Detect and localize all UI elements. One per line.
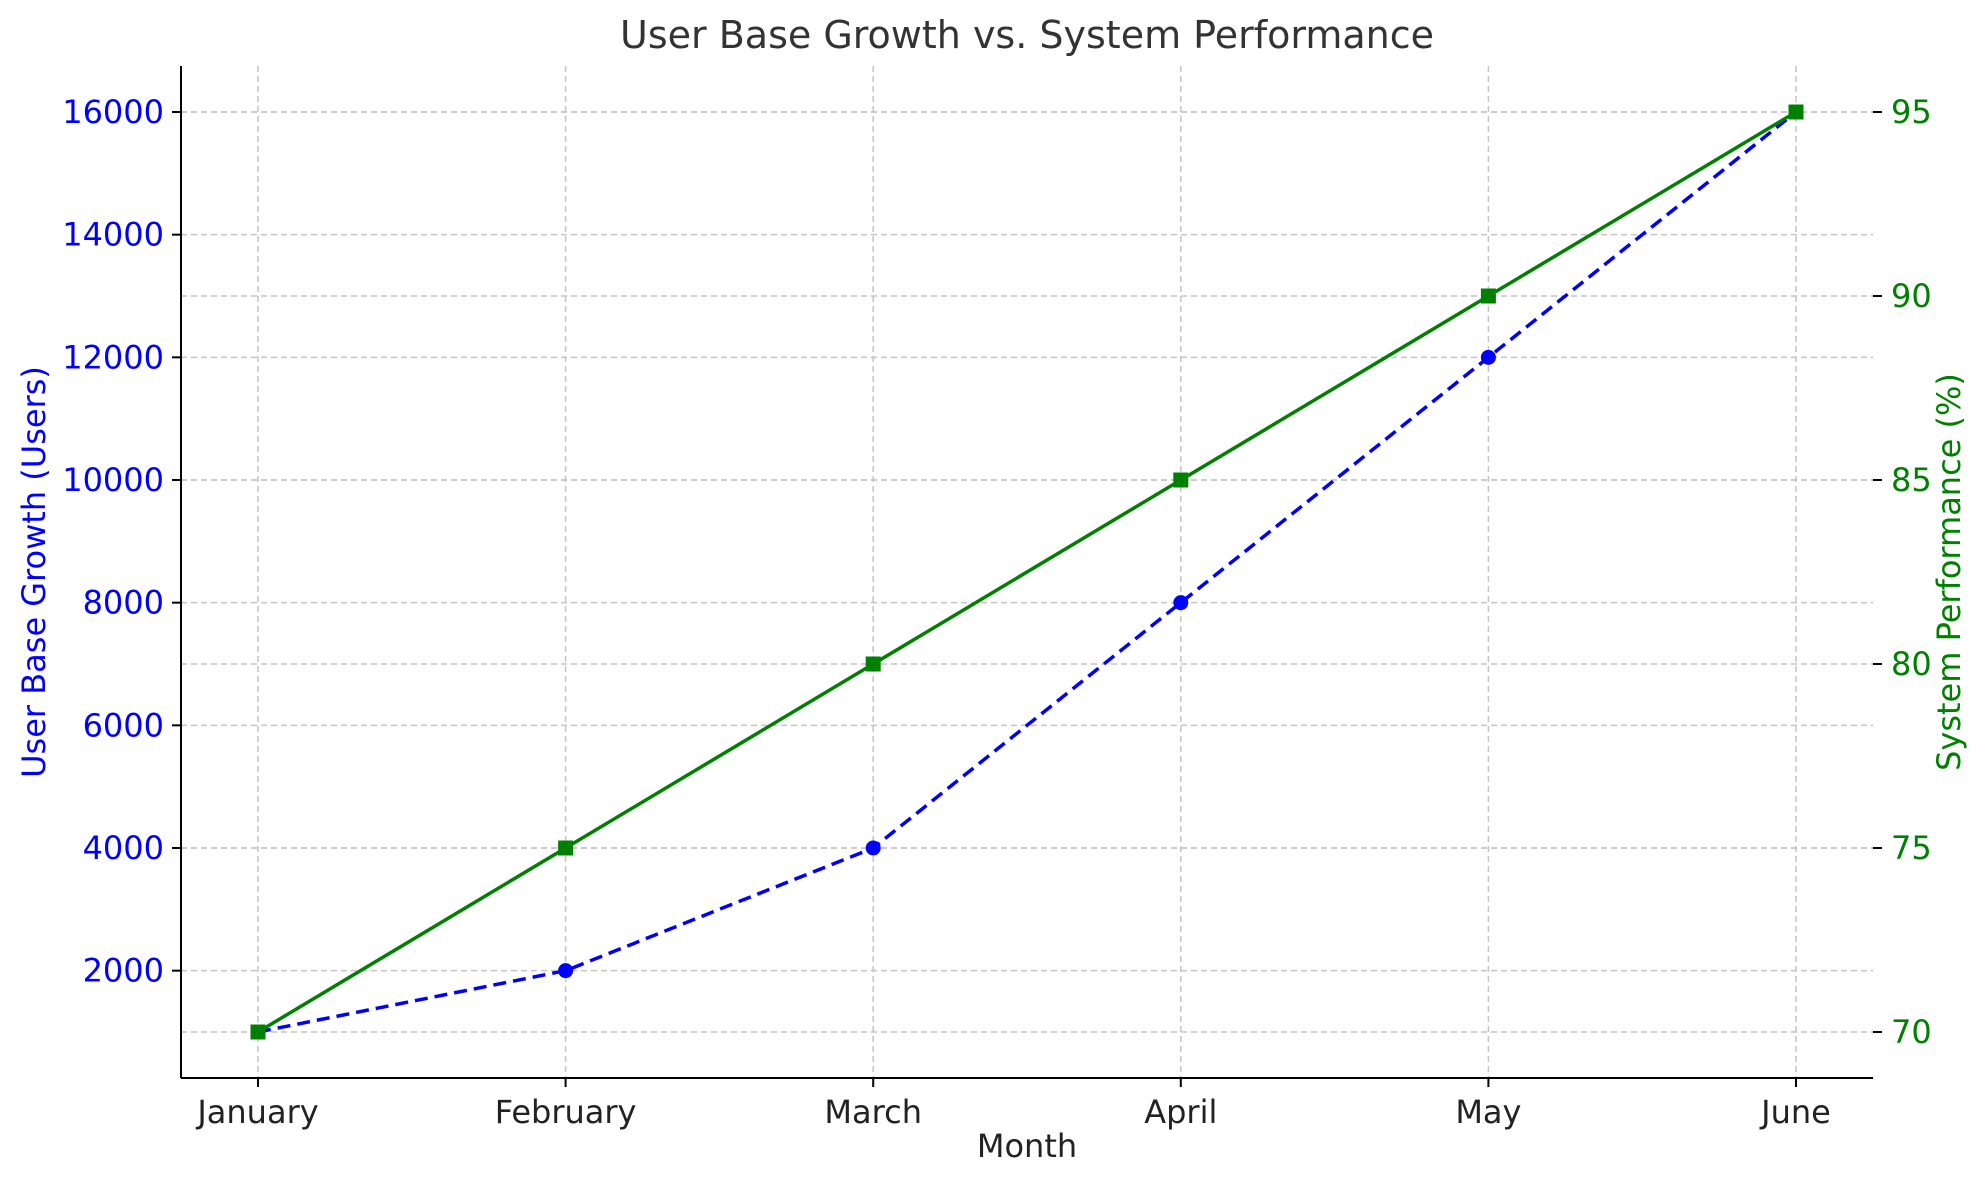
y-right-tick-label: 95 <box>1891 93 1932 131</box>
series-line-left <box>257 110 1798 1034</box>
y-right-tick-label: 80 <box>1891 645 1932 683</box>
x-tick-label: March <box>824 1093 922 1131</box>
data-point-right <box>1788 104 1804 120</box>
y-right-tick-label: 70 <box>1891 1013 1932 1051</box>
y-left-tick-label: 6000 <box>83 706 164 744</box>
y-left-axis-label: User Base Growth (Users) <box>15 366 53 778</box>
data-point-left <box>865 840 881 856</box>
tick-labels: January February March April May June 2000 4000… <box>62 93 1932 1131</box>
data-point-right <box>1480 288 1496 304</box>
y-left-tick-label: 16000 <box>62 93 164 131</box>
data-point-right <box>865 656 881 672</box>
axes <box>172 66 1882 1087</box>
data-point-left <box>1480 349 1496 365</box>
data-point-right <box>1173 472 1189 488</box>
data-point-right <box>250 1024 266 1040</box>
x-tick-label: May <box>1455 1093 1521 1131</box>
x-tick-label: January <box>195 1093 318 1131</box>
y-left-tick-label: 12000 <box>62 338 164 376</box>
y-right-tick-label: 75 <box>1891 829 1932 867</box>
data-point-left <box>558 963 574 979</box>
y-left-tick-label: 10000 <box>62 461 164 499</box>
y-left-tick-label: 4000 <box>83 829 164 867</box>
y-right-tick-label: 85 <box>1891 461 1932 499</box>
y-right-tick-label: 90 <box>1891 277 1932 315</box>
data-point-left <box>1173 595 1189 611</box>
y-left-tick-label: 14000 <box>62 216 164 254</box>
series-right <box>250 104 1804 1040</box>
y-right-axis-label: System Performance (%) <box>1930 373 1968 771</box>
x-tick-label: April <box>1144 1093 1217 1131</box>
series-line-right <box>257 110 1797 1034</box>
series-group <box>250 104 1804 1040</box>
x-tick-label: February <box>495 1093 637 1131</box>
x-axis-label: Month <box>977 1127 1077 1165</box>
y-left-tick-label: 2000 <box>83 952 164 990</box>
y-left-tick-label: 8000 <box>83 584 164 622</box>
x-tick-label: June <box>1759 1093 1831 1131</box>
grid-lines <box>181 66 1873 1078</box>
data-point-right <box>558 840 574 856</box>
chart-title: User Base Growth vs. System Performance <box>620 13 1434 57</box>
